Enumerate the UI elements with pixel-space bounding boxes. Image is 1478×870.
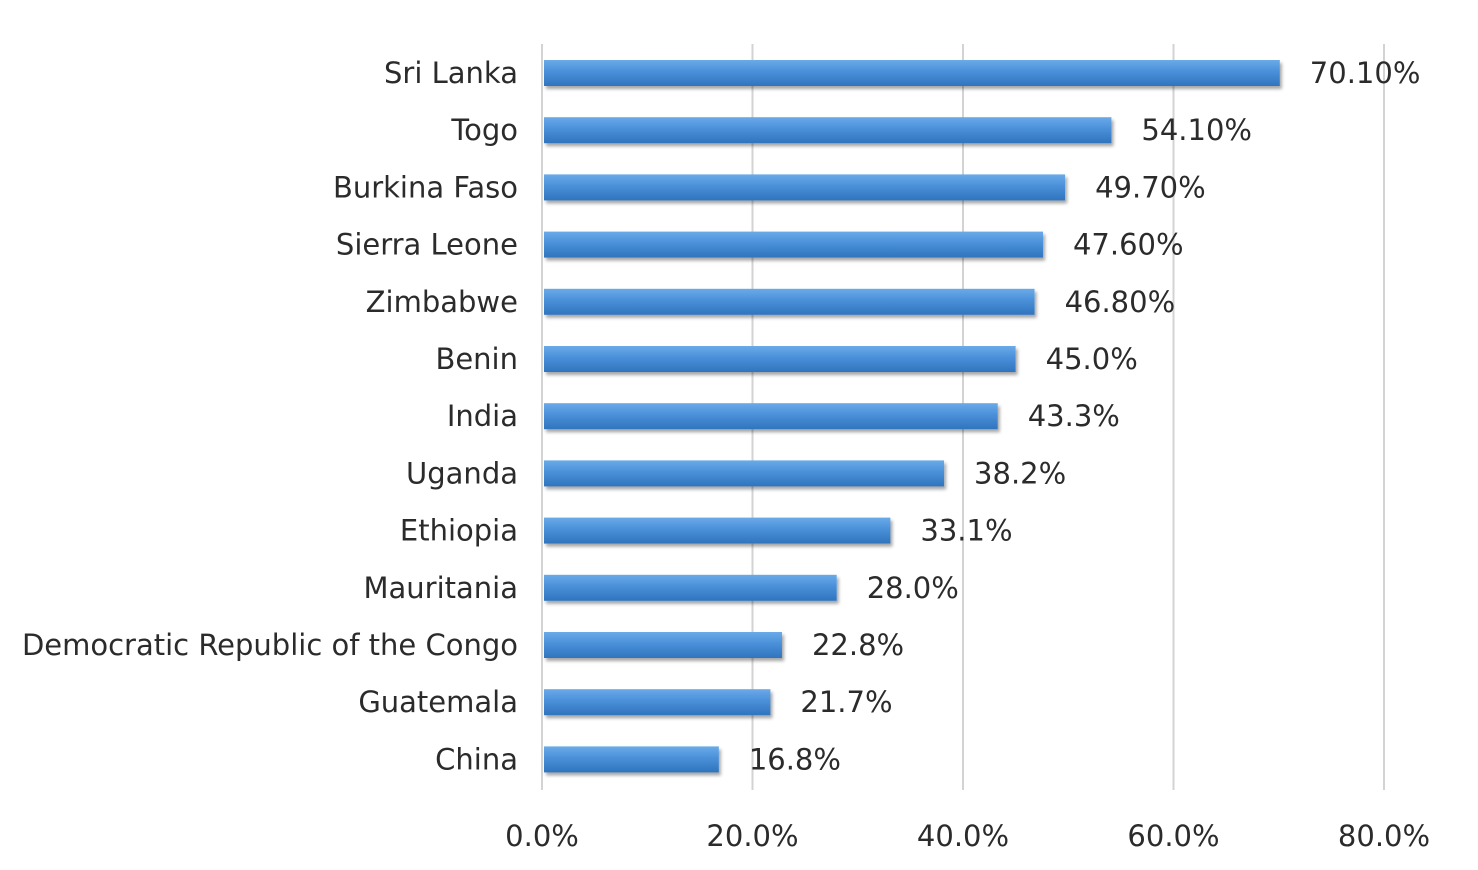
data-label: 22.8% [812,628,904,662]
bar [544,231,1043,258]
data-label: 70.10% [1310,56,1421,90]
category-label: Guatemala [358,685,518,719]
bar [544,746,719,773]
category-label: Uganda [406,456,518,490]
data-label: 47.60% [1073,228,1184,262]
bar [544,574,837,601]
bar [544,60,1280,86]
bar [544,346,1016,372]
bar [544,117,1112,144]
x-tick-label: 60.0% [1127,819,1219,853]
bar [544,460,945,487]
category-label: Benin [435,342,518,376]
category-label: Togo [450,113,518,147]
x-tick-label: 80.0% [1338,819,1430,853]
x-tick-label: 20.0% [706,819,798,853]
category-label: China [435,742,518,776]
data-label: 49.70% [1095,170,1206,204]
data-label: 16.8% [749,742,841,776]
data-label: 46.80% [1065,285,1176,319]
category-label: Sierra Leone [336,228,518,262]
bar [544,174,1066,201]
bar [544,632,782,658]
category-label: Mauritania [363,571,518,605]
category-label: India [447,399,518,433]
data-label: 45.0% [1046,342,1138,376]
data-label: 54.10% [1141,113,1252,147]
data-label: 38.2% [974,456,1066,490]
x-axis-tick-labels: 0.0% 20.0% 40.0% 60.0% 80.0% [505,819,1430,853]
bars [544,60,1280,773]
bar [544,517,891,544]
data-label: 28.0% [867,571,959,605]
category-label: Zimbabwe [366,285,518,319]
data-label: 21.7% [800,685,892,719]
category-label: Sri Lanka [384,56,518,90]
bar [544,689,771,716]
category-label: Democratic Republic of the Congo [22,628,518,662]
x-tick-label: 40.0% [917,819,1009,853]
bar [544,288,1035,315]
data-label: 33.1% [920,514,1012,548]
x-tick-label: 0.0% [505,819,579,853]
bar [544,403,998,430]
data-label: 43.3% [1028,399,1120,433]
category-labels: Sri Lanka Togo Burkina Faso Sierra Leone Zim… [22,56,518,776]
value-labels: 70.10% 54.10% 49.70% 47.60% 46.80% 45.0% 43.3%… [749,56,1421,776]
category-label: Burkina Faso [333,170,518,204]
category-label: Ethiopia [400,514,518,548]
